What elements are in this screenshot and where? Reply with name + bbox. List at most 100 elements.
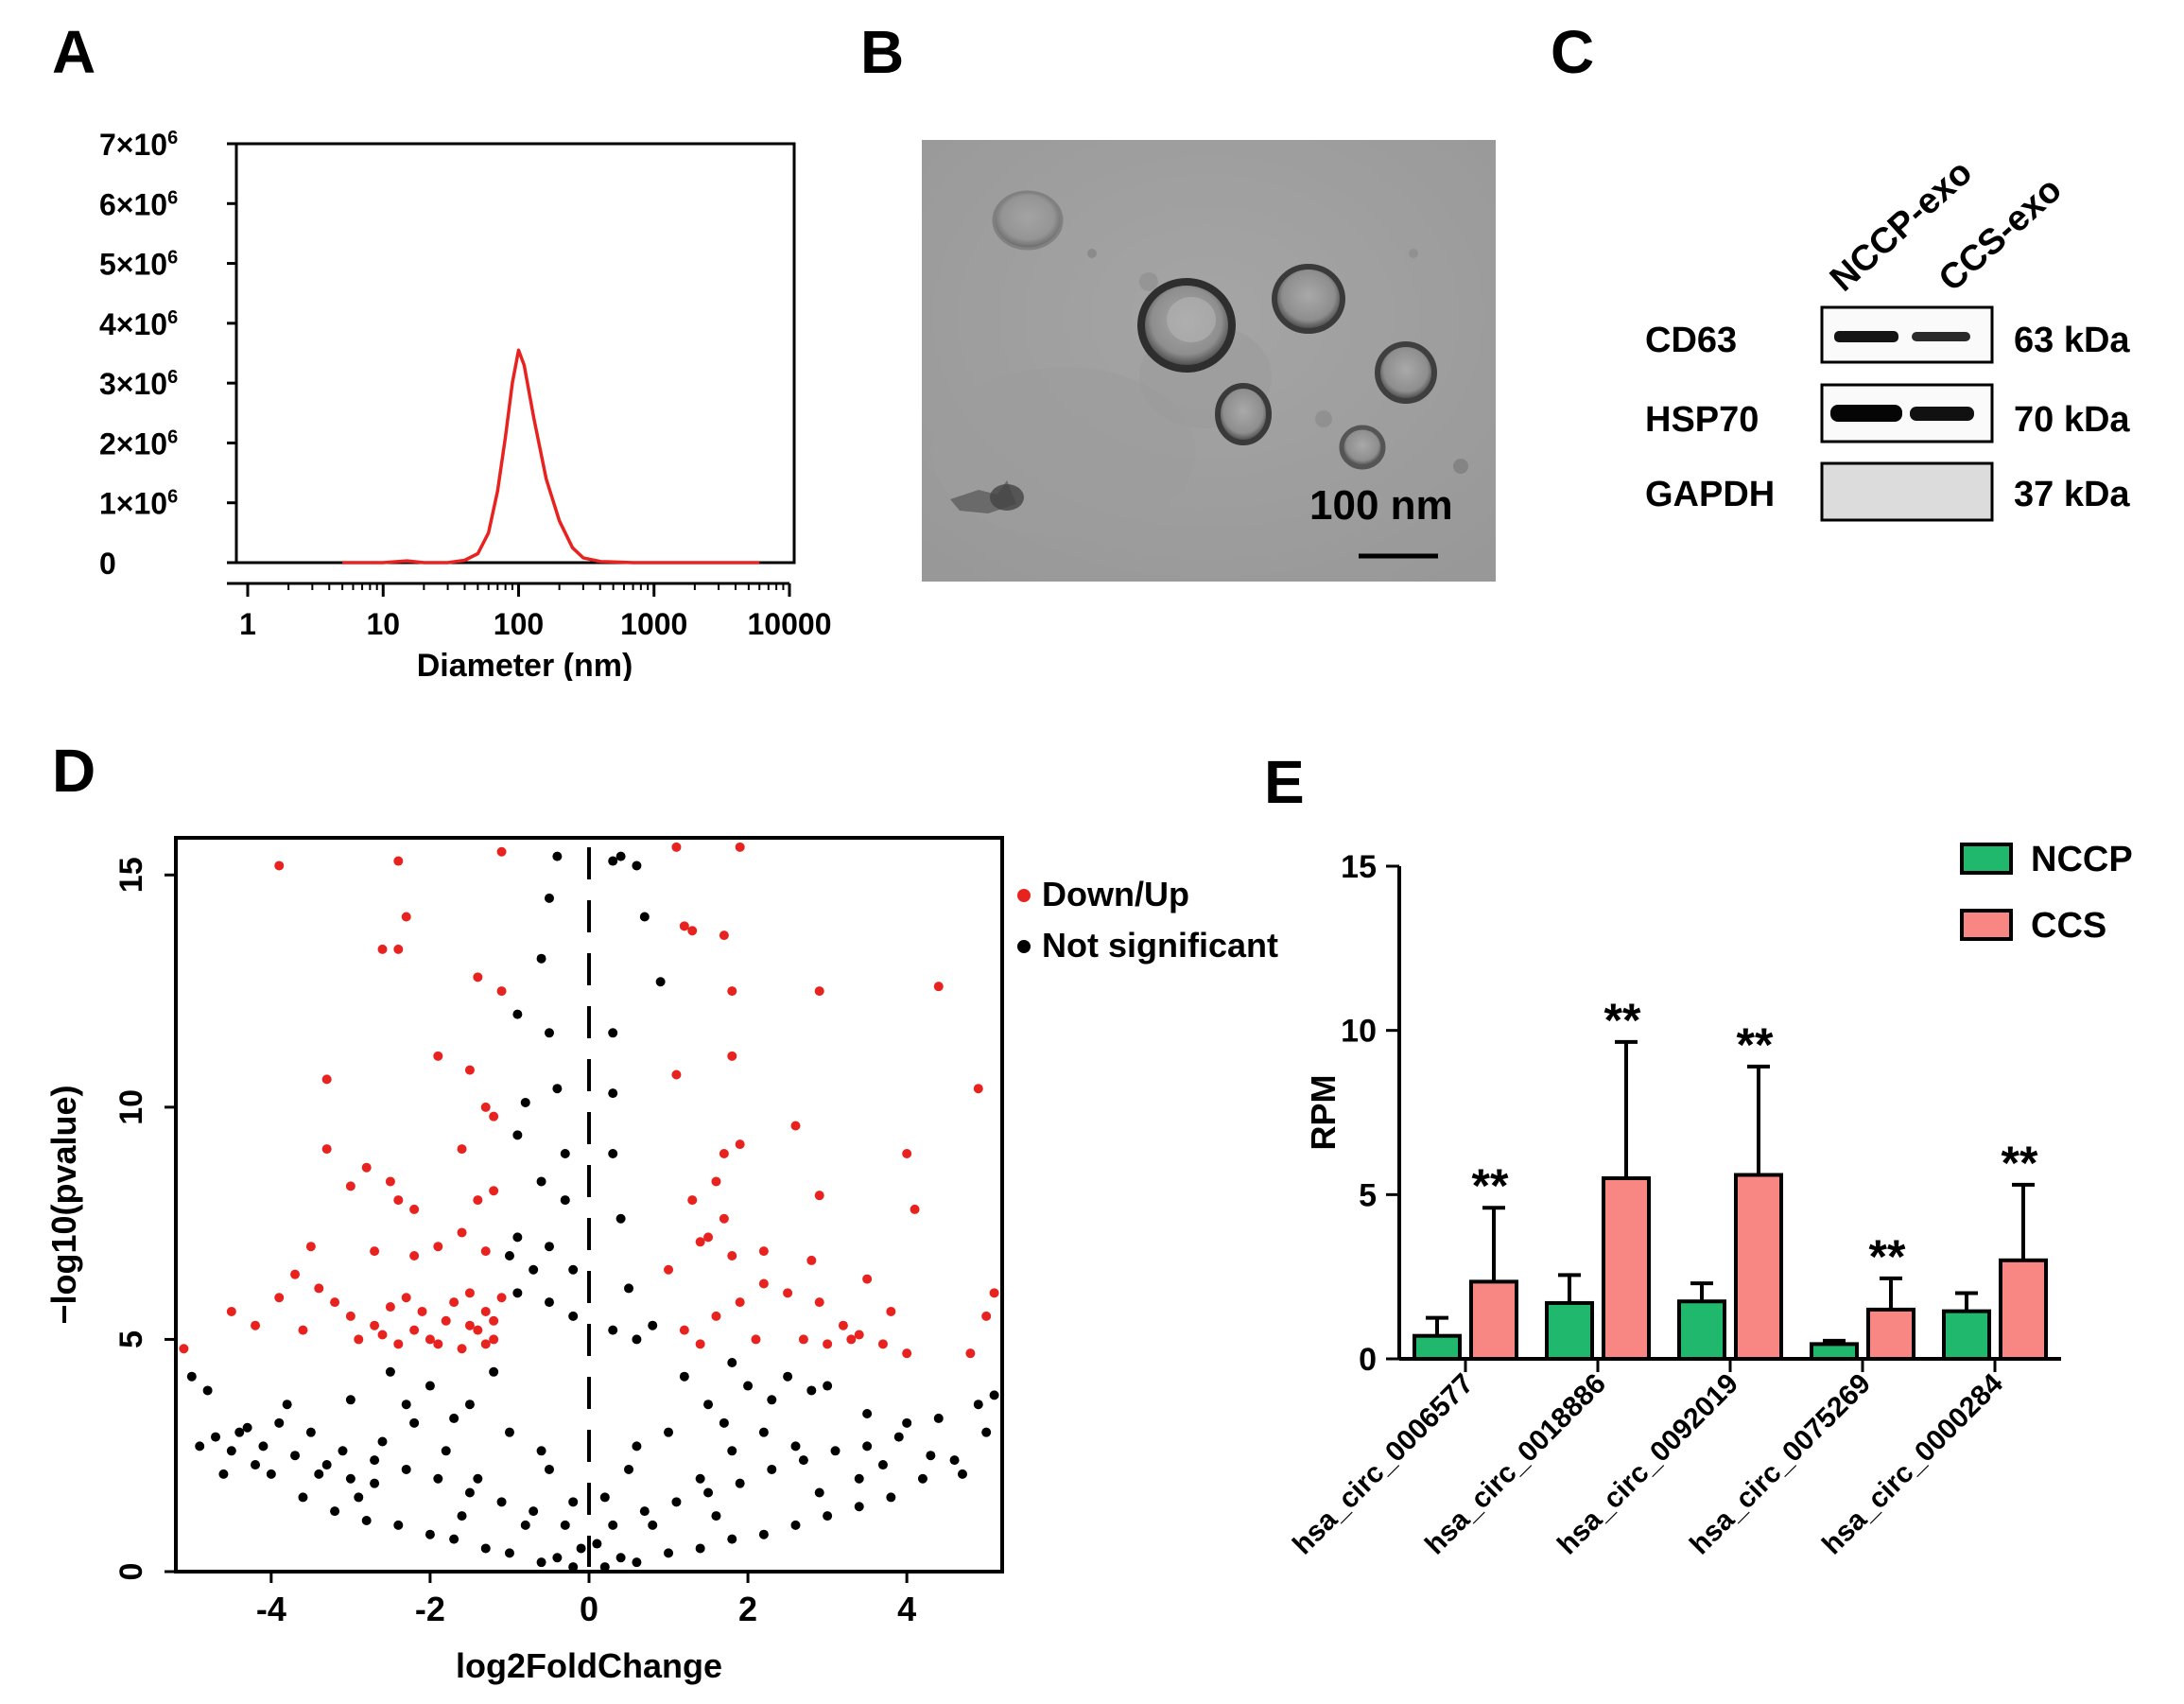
legend-marker	[1017, 889, 1031, 902]
point-down-up	[679, 921, 689, 931]
point-not-significant	[536, 1557, 546, 1568]
panel-letter-c: C	[1551, 18, 1595, 86]
point-not-significant	[592, 1539, 602, 1549]
point-down-up	[814, 1297, 824, 1308]
point-not-significant	[409, 1417, 420, 1428]
point-not-significant	[568, 1497, 579, 1507]
point-not-significant	[520, 1097, 530, 1107]
point-down-up	[679, 1325, 689, 1335]
point-down-up	[393, 1195, 404, 1206]
point-down-up	[393, 1339, 404, 1349]
point-down-up	[687, 1195, 698, 1206]
significance-marker: **	[1869, 1230, 1906, 1283]
point-not-significant	[806, 1385, 817, 1396]
point-not-significant	[512, 1288, 523, 1298]
point-not-significant	[648, 1320, 658, 1330]
point-down-up	[886, 1306, 896, 1316]
point-not-significant	[354, 1492, 364, 1503]
x-tick-label: -4	[256, 1590, 286, 1628]
point-not-significant	[664, 1427, 674, 1437]
y-tick-label: 15	[113, 857, 149, 893]
point-down-up	[370, 1246, 380, 1257]
point-not-significant	[814, 1487, 824, 1498]
legend-swatch	[1960, 909, 2013, 941]
point-down-up	[385, 1302, 395, 1313]
point-not-significant	[251, 1460, 261, 1470]
point-not-significant	[886, 1492, 896, 1503]
point-down-up	[989, 1288, 999, 1298]
point-not-significant	[544, 893, 554, 903]
point-not-significant	[290, 1451, 301, 1461]
point-not-significant	[218, 1469, 229, 1479]
point-not-significant	[624, 1464, 634, 1474]
western-blot: NCCP-exo CCS-exo CD63 63 kDa HSP70 70 kD…	[1645, 152, 2130, 522]
point-not-significant	[767, 1395, 777, 1405]
point-not-significant	[599, 1562, 610, 1573]
x-tick-label: 4	[897, 1590, 916, 1628]
point-down-up	[473, 1195, 483, 1206]
point-down-up	[671, 1069, 682, 1080]
y-tick-label: 6×106	[99, 187, 178, 221]
point-down-up	[425, 1334, 435, 1345]
point-not-significant	[679, 1371, 689, 1382]
x-tick-label: 1000	[620, 607, 687, 641]
point-not-significant	[926, 1451, 936, 1461]
point-down-up	[671, 842, 682, 852]
y-tick-label: 5	[1359, 1177, 1377, 1213]
point-down-up	[409, 1251, 420, 1261]
point-down-up	[377, 944, 388, 954]
point-not-significant	[933, 1413, 944, 1423]
point-down-up	[480, 1246, 491, 1257]
point-down-up	[981, 1311, 992, 1321]
vesicle	[1137, 278, 1236, 373]
point-down-up	[489, 1315, 499, 1326]
point-not-significant	[536, 953, 546, 964]
point-down-up	[321, 1074, 332, 1085]
y-tick-label: 0	[113, 1563, 149, 1581]
y-tick-label: 3×106	[99, 367, 178, 401]
point-not-significant	[504, 1548, 514, 1558]
y-tick-label: 1×106	[99, 487, 178, 521]
plot-frame	[234, 142, 796, 565]
y-tick-label: 15	[1341, 849, 1377, 885]
point-down-up	[464, 1320, 475, 1330]
point-not-significant	[758, 1529, 769, 1539]
point-not-significant	[695, 1543, 705, 1554]
point-not-significant	[655, 977, 666, 987]
y-axis-label: −log10(pvalue)	[44, 1085, 83, 1324]
point-not-significant	[496, 1497, 507, 1507]
band-hsp70-ccs	[1910, 407, 1974, 421]
y-tick-label: 0	[99, 547, 116, 581]
blot-box-gapdh	[1820, 461, 1994, 522]
point-not-significant	[981, 1427, 992, 1437]
point-not-significant	[377, 1436, 388, 1447]
point-down-up	[457, 1144, 467, 1155]
chart-e-bar-chart: 051015RPM**hsa_circ_0006577**hsa_circ_00…	[1287, 840, 2133, 1560]
point-down-up	[933, 982, 944, 992]
point-not-significant	[973, 1400, 983, 1410]
legend-label: CCS	[2031, 906, 2106, 946]
x-tick-label: 0	[580, 1590, 598, 1628]
point-not-significant	[345, 1395, 355, 1405]
point-down-up	[664, 1264, 674, 1275]
y-tick-label: 5×106	[99, 248, 178, 282]
point-not-significant	[504, 1251, 514, 1261]
point-not-significant	[758, 1427, 769, 1437]
point-down-up	[783, 1288, 793, 1298]
chart-d-volcano-plot: -4 -2 0 2 4 0 5 10 15 log2FoldChange −log10(pvalue…	[44, 836, 1278, 1685]
point-down-up	[480, 1102, 491, 1112]
point-not-significant	[639, 912, 650, 922]
point-not-significant	[608, 1325, 618, 1335]
point-not-significant	[798, 1455, 808, 1466]
point-down-up	[345, 1311, 355, 1321]
point-down-up	[790, 1121, 801, 1131]
point-down-up	[687, 926, 698, 936]
bar-ccs	[1866, 1307, 1915, 1362]
x-axis-label: log2FoldChange	[456, 1646, 722, 1685]
point-not-significant	[305, 1427, 316, 1437]
point-down-up	[251, 1320, 261, 1330]
point-not-significant	[727, 1446, 737, 1456]
point-down-up	[393, 944, 404, 954]
point-down-up	[719, 1213, 729, 1224]
significance-marker: **	[1737, 1018, 1774, 1071]
